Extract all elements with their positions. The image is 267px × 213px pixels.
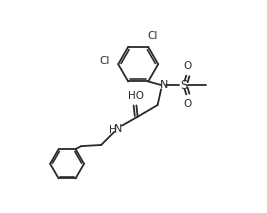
Text: H: H (109, 125, 116, 135)
Text: S: S (180, 79, 187, 92)
Text: Cl: Cl (100, 56, 110, 66)
Text: N: N (113, 124, 122, 134)
Text: HO: HO (128, 91, 144, 101)
Text: O: O (183, 61, 192, 71)
Text: N: N (160, 80, 168, 90)
Text: Cl: Cl (147, 31, 158, 41)
Text: O: O (183, 99, 192, 109)
